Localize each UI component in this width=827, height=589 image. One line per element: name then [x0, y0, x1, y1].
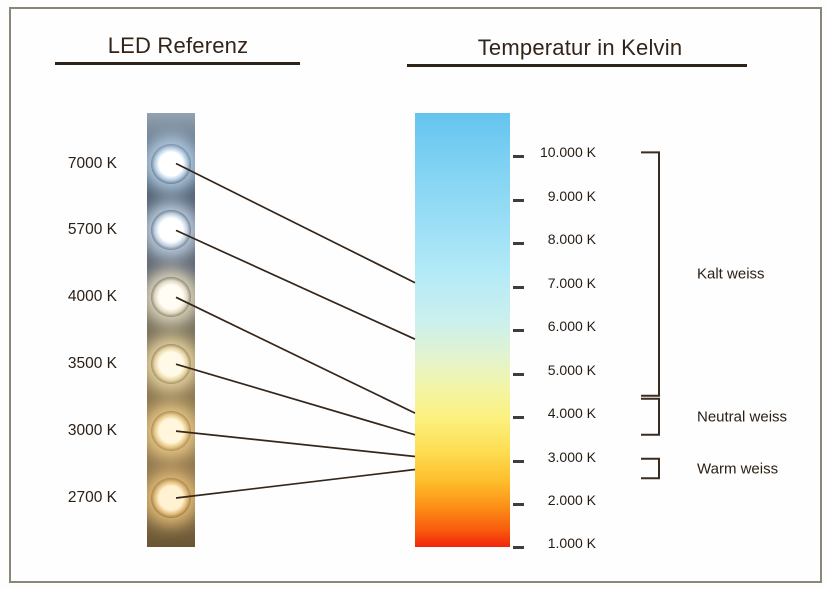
led-title-underline	[55, 62, 300, 65]
tick-mark	[513, 329, 524, 333]
kelvin-scale-title: Temperatur in Kelvin	[477, 35, 683, 60]
led-label: 3500 K	[67, 355, 117, 373]
tick-mark	[513, 242, 524, 246]
kelvin-gradient-bar	[415, 113, 510, 547]
range-label: Kalt weiss	[697, 265, 765, 283]
led-glow	[151, 210, 191, 251]
tick-mark	[513, 459, 524, 463]
tick-label: 5.000 K	[547, 361, 596, 378]
tick-label: 10.000 K	[539, 144, 596, 161]
tick-label: 2.000 K	[547, 492, 596, 508]
led-glow	[151, 478, 191, 518]
tick-mark	[513, 503, 524, 506]
tick-mark	[513, 155, 524, 159]
led-glow	[151, 143, 191, 184]
tick-label: 3.000 K	[547, 448, 596, 465]
led-reference-title: LED Referenz	[107, 33, 249, 58]
led-label: 7000 K	[67, 154, 117, 172]
range-label: Warm weiss	[697, 460, 779, 477]
led-label: 3000 K	[67, 422, 117, 440]
led-label: 4000 K	[67, 288, 117, 306]
tick-mark	[513, 416, 524, 420]
tick-mark	[513, 372, 524, 376]
tick-label: 8.000 K	[547, 231, 596, 248]
led-glow	[151, 277, 191, 318]
kelvin-title-underline	[407, 64, 747, 67]
tick-mark	[513, 546, 524, 550]
range-label: Neutral weiss	[697, 408, 788, 426]
led-glow	[151, 344, 191, 385]
tick-label: 1.000 K	[547, 535, 596, 552]
tick-label: 9.000 K	[547, 187, 596, 204]
tick-label: 7.000 K	[547, 274, 596, 291]
tick-label: 6.000 K	[547, 318, 596, 335]
led-strip-photo	[147, 113, 195, 547]
led-label: 2700 K	[67, 489, 117, 506]
tick-mark	[513, 198, 524, 202]
tick-label: 4.000 K	[547, 405, 596, 422]
led-label: 5700 K	[67, 221, 117, 239]
tick-mark	[513, 285, 524, 289]
led-glow	[151, 411, 191, 452]
